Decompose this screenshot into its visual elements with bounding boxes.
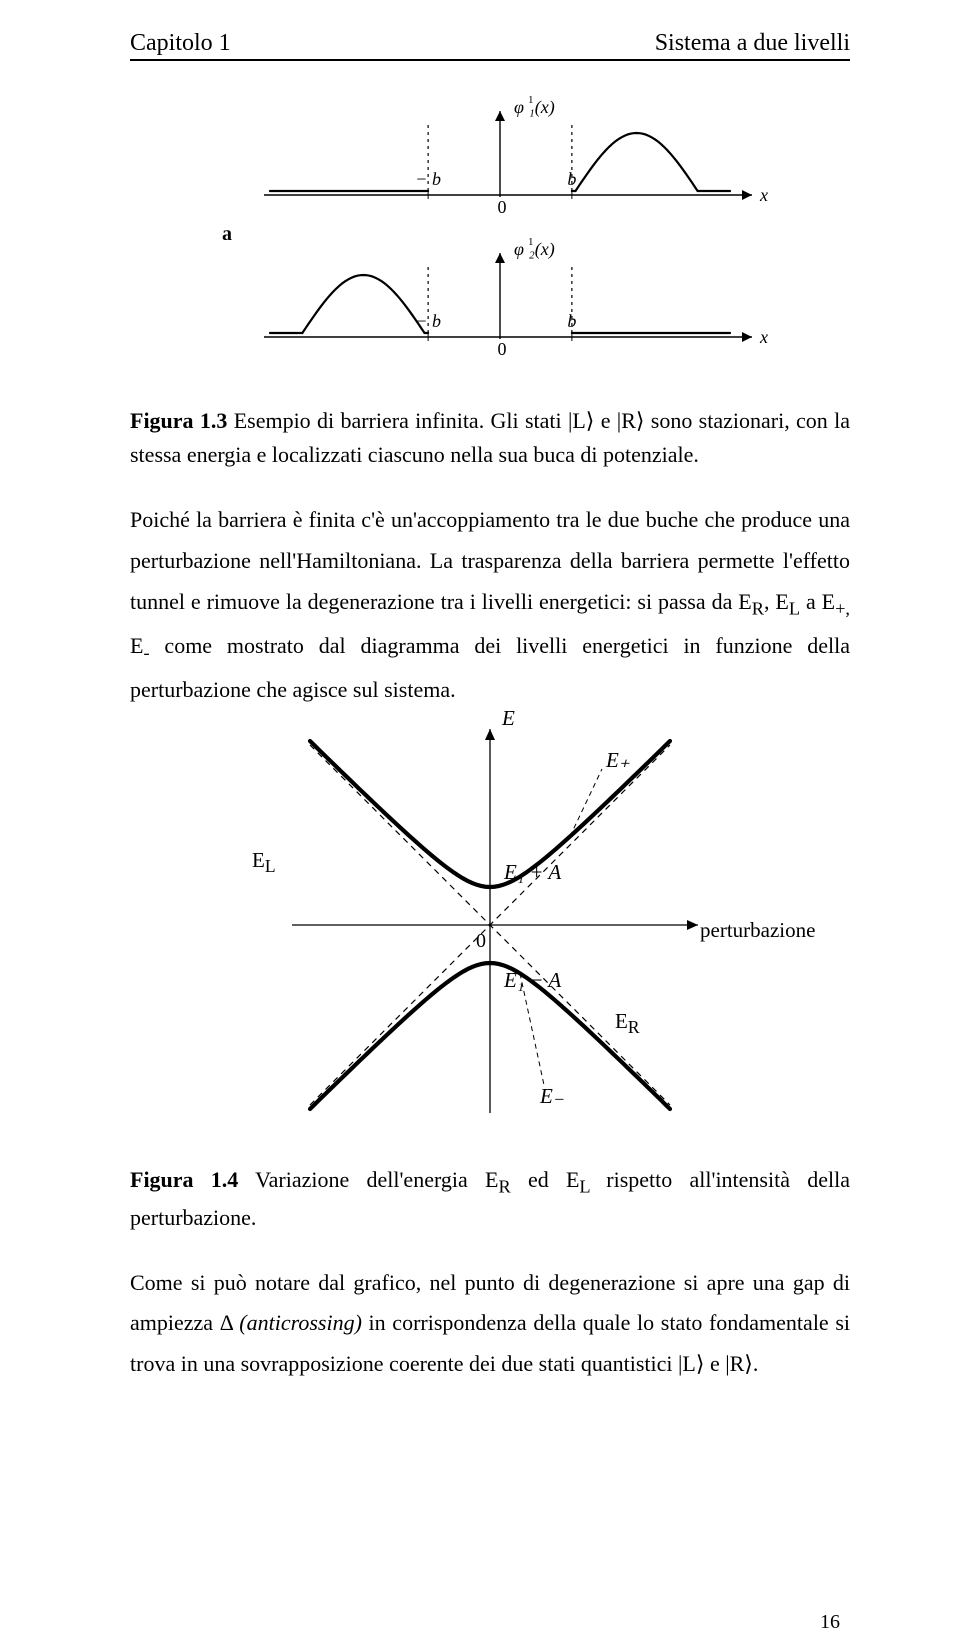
caption-1-3: Figura 1.3 Esempio di barriera infinita.…	[130, 404, 850, 472]
svg-text:E₊: E₊	[605, 748, 630, 772]
svg-text:E₋: E₋	[539, 1084, 564, 1108]
svg-text:− b: − b	[415, 169, 441, 189]
paragraph-1: Poiché la barriera è finita c'è un'accop…	[130, 500, 850, 711]
page-header: Capitolo 1 Sistema a due livelli	[130, 30, 850, 61]
page-number: 16	[820, 1611, 840, 1634]
svg-text:− b: − b	[415, 311, 441, 331]
caption-1-4: Figura 1.4 Variazione dell'energia ER ed…	[130, 1163, 850, 1235]
svg-text:1: 1	[528, 236, 534, 248]
ket-L-2: |L⟩	[678, 1351, 704, 1376]
svg-text:φ ₂(x): φ ₂(x)	[514, 239, 555, 260]
label-EL: EL	[252, 850, 276, 876]
figure-1-3: a− bb0xφ ₁(x)− bb0xφ ₂(x)11	[130, 81, 850, 386]
header-right: Sistema a due livelli	[655, 30, 850, 57]
figure-1-4: EE₊E₋E₁ + AE₁ − A0 EL ER perturbazione	[130, 735, 850, 1145]
ket-R-2: |R⟩	[725, 1351, 753, 1376]
anticrossing-diagram: EE₊E₋E₁ + AE₁ − A0	[270, 735, 710, 1115]
svg-text:b: b	[567, 169, 576, 189]
svg-text:0: 0	[498, 339, 507, 359]
header-left: Capitolo 1	[130, 30, 231, 57]
svg-text:x: x	[759, 327, 768, 347]
svg-text:x: x	[759, 185, 768, 205]
svg-text:0: 0	[476, 930, 486, 952]
barrier-wavefunctions-diagram: a− bb0xφ ₁(x)− bb0xφ ₂(x)11	[210, 81, 770, 381]
svg-text:E: E	[501, 706, 515, 730]
svg-text:E₁ − A: E₁ − A	[503, 968, 561, 992]
svg-text:0: 0	[498, 197, 507, 217]
svg-text:b: b	[567, 311, 576, 331]
caption-lead: Figura 1.3	[130, 408, 227, 433]
caption-lead-2: Figura 1.4	[130, 1167, 238, 1192]
ket-R: |R⟩	[617, 408, 645, 433]
svg-text:E₁ + A: E₁ + A	[503, 860, 561, 884]
svg-text:φ ₁(x): φ ₁(x)	[514, 97, 555, 118]
paragraph-2: Come si può notare dal grafico, nel punt…	[130, 1263, 850, 1385]
svg-text:1: 1	[528, 94, 534, 106]
ket-L: |L⟩	[568, 408, 594, 433]
svg-text:a: a	[222, 223, 232, 245]
label-perturbazione: perturbazione	[700, 920, 815, 941]
label-ER: ER	[615, 1011, 640, 1037]
